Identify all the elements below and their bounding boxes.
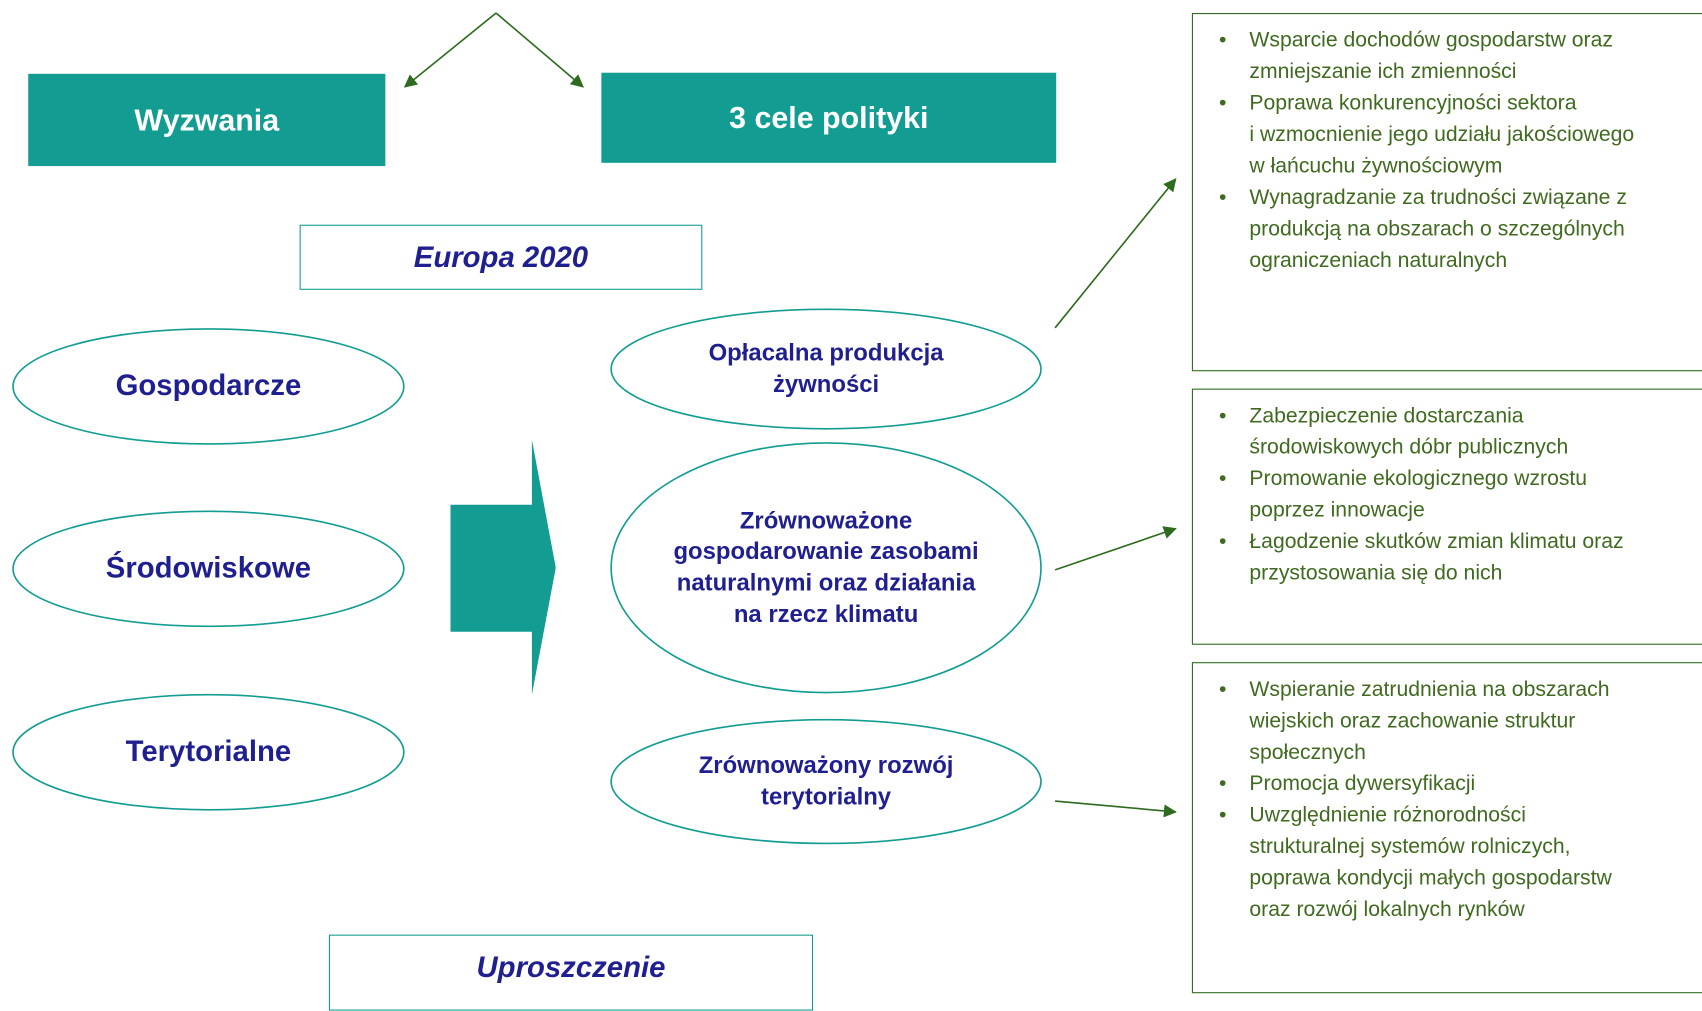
bullet-line: Promocja dywersyfikacji (1249, 771, 1476, 796)
bullet-item: Wspieranie zatrudnienia na obszarach wiej… (1219, 674, 1702, 768)
bullet-line: w łańcuchu żywnościowym (1249, 154, 1503, 179)
bullet-line: Uwzględnienie różnorodności (1249, 803, 1526, 828)
bullet-line: Promowanie ekologicznego wzrostu (1249, 466, 1588, 491)
bullet-line: oraz rozwój lokalnych rynków (1249, 897, 1525, 922)
bullet-line: poprzez innowacje (1249, 498, 1425, 523)
bullet-line: i wzmocnienie jego udziału jakościowego (1249, 122, 1635, 147)
bullet-item: Uwzględnienie różnorodności strukturalnej… (1219, 800, 1702, 926)
goal-box: Wspieranie zatrudnienia na obszarach wiej… (1191, 662, 1702, 994)
bullet-item: Wsparcie dochodów gospodarstw oraz zmniej… (1219, 25, 1702, 88)
bullet-line: Wsparcie dochodów gospodarstw oraz (1249, 28, 1613, 53)
header-left: Wyzwania (28, 73, 386, 167)
goal-line: Zrównoważone (739, 506, 913, 534)
big-arrow (450, 439, 556, 695)
bullet-line: wiejskich oraz zachowanie struktur (1249, 708, 1576, 733)
bullet-item: Łagodzenie skutków zmian klimatu oraz prz… (1219, 526, 1702, 589)
goal-label: Opłacalna produkcja żywności (611, 250, 1041, 489)
bullet-line: Wspieranie zatrudnienia na obszarach (1249, 677, 1610, 702)
goal-label: Zrównoważony rozwój terytorialny (611, 662, 1041, 901)
goal-box: Wsparcie dochodów gospodarstw oraz zmniej… (1191, 13, 1702, 372)
bullet-line: ograniczeniach naturalnych (1249, 248, 1508, 273)
bullet-line: Łagodzenie skutków zmian klimatu oraz (1249, 529, 1624, 554)
bullet-line: społecznych (1249, 740, 1366, 765)
goal-line: żywności (772, 370, 880, 398)
goal-label: Zrównoważone gospodarowanie zasobami natur… (611, 448, 1041, 687)
arrows (403, 12, 1177, 818)
bullet-line: Wynagradzanie za trudności związane z (1249, 185, 1627, 210)
goal-line: na rzecz klimatu (733, 599, 919, 627)
bullet-line: poprawa kondycji małych gospodarstw (1249, 866, 1612, 891)
bullet-line: zmniejszanie ich zmienności (1249, 59, 1517, 84)
bullet-line: Zabezpieczenie dostarczania (1249, 403, 1524, 428)
goal-line: naturalnymi oraz działania (676, 568, 976, 596)
bullet-line: środowiskowych dóbr publicznych (1249, 435, 1569, 460)
header-right: 3 cele polityki (601, 72, 1057, 163)
bullet-item: Poprawa konkurencyjności sektora i wzmocn… (1219, 88, 1702, 182)
goal-box: Zabezpieczenie dostarczania środowiskowyc… (1191, 388, 1702, 645)
europa-box: Europa 2020 (299, 224, 703, 290)
bullet-line: Poprawa konkurencyjności sektora (1249, 91, 1577, 116)
bullet-line: przystosowania się do nich (1249, 561, 1503, 586)
goal-line: terytorialny (761, 782, 892, 810)
bullet-item: Promocja dywersyfikacji (1219, 769, 1702, 800)
goal-line: Zrównoważony rozwój (698, 751, 954, 779)
bullet-item: Wynagradzanie za trudności związane z pro… (1219, 182, 1702, 276)
bullet-item: Promowanie ekologicznego wzrostu poprzez … (1219, 464, 1702, 527)
bullet-item: Zabezpieczenie dostarczania środowiskowyc… (1219, 401, 1702, 464)
challenge-label: Gospodarcze (115, 369, 302, 403)
ellipses (12, 308, 1042, 845)
goal-line: Opłacalna produkcja (708, 339, 944, 367)
uproszczenie-box: Uproszczenie (328, 934, 814, 1011)
bullet-line: strukturalnej systemów rolniczych, (1249, 834, 1571, 859)
challenge-label: Terytorialne (125, 735, 292, 768)
goal-line: gospodarowanie zasobami (673, 537, 979, 565)
bullet-line: produkcją na obszarach o szczególnych (1249, 217, 1625, 241)
challenge-label: Środowiskowe (105, 551, 312, 585)
